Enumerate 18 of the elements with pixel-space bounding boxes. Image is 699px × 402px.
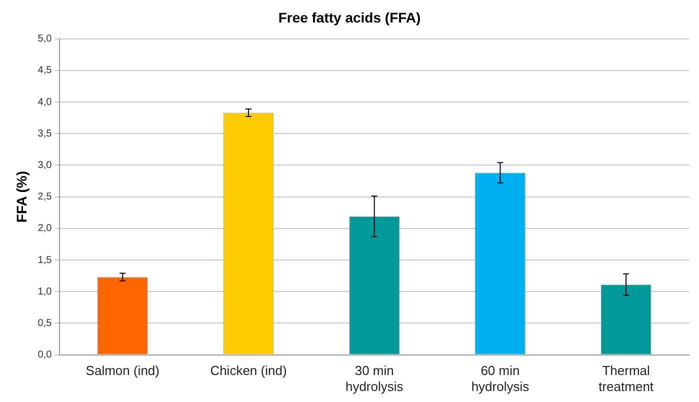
y-tick-label: 4,5: [38, 65, 52, 76]
y-tick-label: 3,0: [38, 160, 52, 171]
y-tick-label: 2,5: [38, 192, 52, 203]
y-tick-label: 5,0: [38, 34, 52, 45]
x-tick-label: 60 min hydrolysis: [471, 363, 530, 394]
y-tick-label: 3,5: [38, 128, 52, 140]
y-tick-label: 0,0: [38, 350, 52, 361]
chart-title: Free fatty acids (FFA): [278, 9, 421, 26]
x-tick-label: 30 min hydrolysis: [345, 363, 404, 394]
y-axis-title: FFA (%): [13, 171, 30, 223]
y-tick-label: 1,0: [38, 286, 52, 298]
x-tick-label: Thermal treatment: [598, 363, 654, 394]
x-tick-label: Salmon (ind): [86, 363, 160, 378]
y-tick-label: 4,0: [38, 96, 52, 108]
x-tick-label: Chicken (ind): [210, 363, 287, 378]
y-tick-label: 0,5: [38, 318, 52, 329]
y-tick-label: 1,5: [38, 254, 52, 266]
y-tick-label: 2,0: [38, 223, 52, 234]
